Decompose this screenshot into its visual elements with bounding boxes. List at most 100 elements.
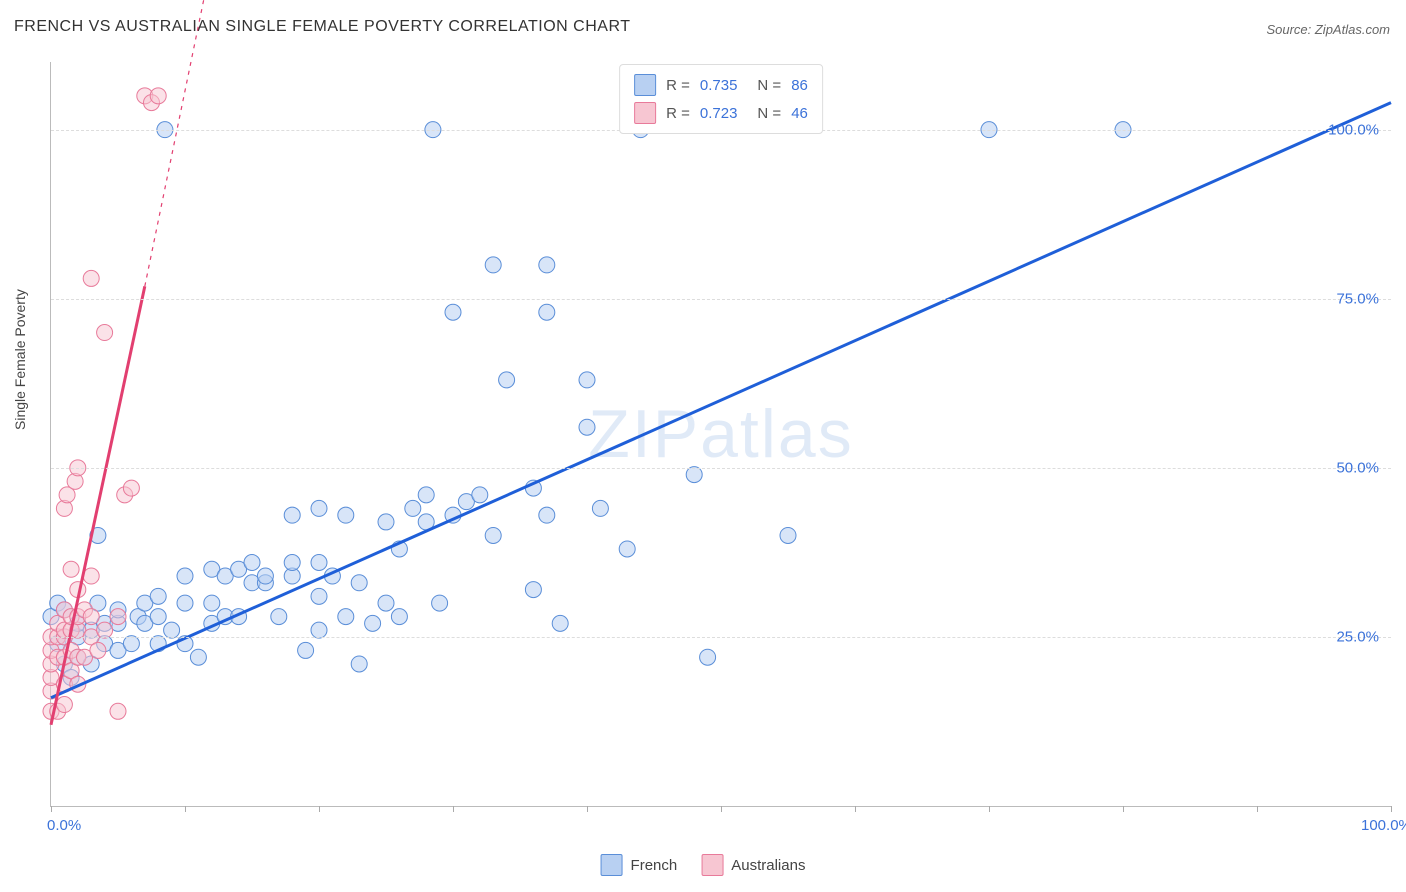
legend-series: French Australians bbox=[601, 854, 806, 876]
data-point bbox=[700, 649, 716, 665]
y-axis-label: Single Female Poverty bbox=[12, 289, 28, 430]
data-point bbox=[97, 622, 113, 638]
gridline bbox=[51, 637, 1391, 638]
data-point bbox=[311, 622, 327, 638]
data-point bbox=[351, 656, 367, 672]
swatch-icon bbox=[634, 74, 656, 96]
x-tick bbox=[1257, 806, 1258, 812]
data-point bbox=[63, 561, 79, 577]
x-tick bbox=[989, 806, 990, 812]
x-tick bbox=[453, 806, 454, 812]
x-tick bbox=[721, 806, 722, 812]
legend-label-australians: Australians bbox=[731, 857, 805, 874]
legend-item-australians: Australians bbox=[701, 854, 805, 876]
legend-row: R =0.735N =86 bbox=[634, 71, 808, 99]
legend-item-french: French bbox=[601, 854, 678, 876]
legend-r-label: R = bbox=[666, 105, 690, 122]
x-tick bbox=[1123, 806, 1124, 812]
source-label: Source: ZipAtlas.com bbox=[1266, 22, 1390, 37]
data-point bbox=[378, 595, 394, 611]
data-point bbox=[83, 609, 99, 625]
data-point bbox=[552, 615, 568, 631]
data-point bbox=[472, 487, 488, 503]
y-tick-label: 25.0% bbox=[1336, 628, 1379, 645]
data-point bbox=[177, 595, 193, 611]
legend-label-french: French bbox=[631, 857, 678, 874]
data-point bbox=[418, 487, 434, 503]
legend-r-n: R = 0.735 N = 86 R = 0.723 N = 46 bbox=[619, 64, 823, 134]
x-tick bbox=[587, 806, 588, 812]
data-point bbox=[150, 88, 166, 104]
plot-area: ZIPatlas R =0.735N =86R =0.723N =46 25.0… bbox=[50, 62, 1391, 807]
data-point bbox=[579, 372, 595, 388]
data-point bbox=[110, 609, 126, 625]
data-point bbox=[351, 575, 367, 591]
data-point bbox=[405, 500, 421, 516]
data-point bbox=[97, 325, 113, 341]
legend-n-label: N = bbox=[757, 77, 781, 94]
data-point bbox=[284, 555, 300, 571]
data-point bbox=[485, 257, 501, 273]
data-point bbox=[539, 257, 555, 273]
swatch-australians bbox=[701, 854, 723, 876]
data-point bbox=[592, 500, 608, 516]
data-point bbox=[90, 642, 106, 658]
data-point bbox=[298, 642, 314, 658]
data-point bbox=[445, 304, 461, 320]
legend-n-value: 46 bbox=[791, 105, 808, 122]
data-point bbox=[780, 527, 796, 543]
legend-r-value: 0.735 bbox=[700, 77, 738, 94]
data-point bbox=[391, 609, 407, 625]
data-point bbox=[123, 480, 139, 496]
data-point bbox=[579, 419, 595, 435]
chart-title: FRENCH VS AUSTRALIAN SINGLE FEMALE POVER… bbox=[14, 18, 631, 36]
legend-row: R = 0.723 N = 46 bbox=[634, 99, 808, 127]
data-point bbox=[365, 615, 381, 631]
data-point bbox=[311, 500, 327, 516]
data-point bbox=[150, 609, 166, 625]
x-tick-label: 0.0% bbox=[47, 817, 81, 834]
legend-r-value: 0.723 bbox=[700, 105, 738, 122]
data-point bbox=[686, 467, 702, 483]
data-point bbox=[619, 541, 635, 557]
data-point bbox=[271, 609, 287, 625]
x-tick bbox=[319, 806, 320, 812]
data-point bbox=[338, 609, 354, 625]
data-point bbox=[123, 636, 139, 652]
gridline bbox=[51, 299, 1391, 300]
x-tick bbox=[51, 806, 52, 812]
data-point bbox=[56, 697, 72, 713]
data-point bbox=[150, 588, 166, 604]
data-point bbox=[83, 270, 99, 286]
legend-n-value: 86 bbox=[791, 77, 808, 94]
data-point bbox=[499, 372, 515, 388]
y-tick-label: 50.0% bbox=[1336, 459, 1379, 476]
y-tick-label: 75.0% bbox=[1336, 290, 1379, 307]
data-point bbox=[110, 703, 126, 719]
data-point bbox=[164, 622, 180, 638]
data-point bbox=[432, 595, 448, 611]
legend-n-label: N = bbox=[757, 105, 781, 122]
gridline bbox=[51, 468, 1391, 469]
data-point bbox=[525, 582, 541, 598]
trend-line-dashed bbox=[145, 0, 212, 286]
data-point bbox=[539, 304, 555, 320]
data-point bbox=[338, 507, 354, 523]
data-point bbox=[190, 649, 206, 665]
data-point bbox=[311, 555, 327, 571]
x-tick bbox=[855, 806, 856, 812]
data-point bbox=[485, 527, 501, 543]
swatch-icon bbox=[634, 102, 656, 124]
scatter-svg bbox=[51, 62, 1391, 806]
data-point bbox=[311, 588, 327, 604]
swatch-french bbox=[601, 854, 623, 876]
y-tick-label: 100.0% bbox=[1328, 121, 1379, 138]
data-point bbox=[177, 568, 193, 584]
data-point bbox=[378, 514, 394, 530]
x-tick bbox=[185, 806, 186, 812]
x-tick bbox=[1391, 806, 1392, 812]
data-point bbox=[83, 568, 99, 584]
data-point bbox=[257, 568, 273, 584]
trend-line bbox=[51, 103, 1391, 698]
data-point bbox=[284, 507, 300, 523]
